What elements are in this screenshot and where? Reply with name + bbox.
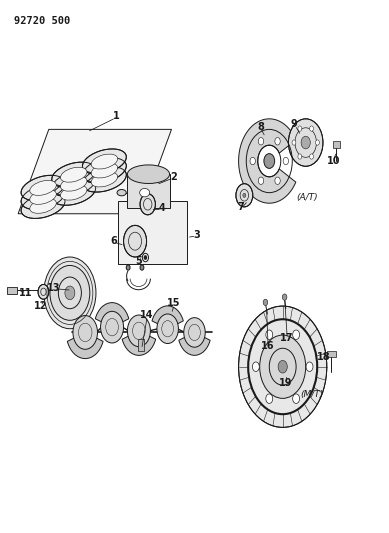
Circle shape [283, 157, 289, 165]
Text: 92720 500: 92720 500 [14, 16, 70, 26]
Circle shape [250, 157, 256, 165]
Text: 3: 3 [193, 230, 200, 240]
Text: 16: 16 [261, 341, 274, 351]
Ellipse shape [52, 171, 96, 196]
FancyBboxPatch shape [138, 340, 144, 351]
Circle shape [275, 138, 280, 145]
Ellipse shape [82, 149, 126, 174]
Circle shape [263, 299, 268, 305]
Text: 7: 7 [237, 203, 244, 213]
Circle shape [258, 138, 264, 145]
Wedge shape [95, 303, 129, 327]
Circle shape [124, 225, 147, 257]
Text: 19: 19 [279, 377, 293, 387]
Text: 6: 6 [110, 236, 117, 246]
Text: 10: 10 [326, 156, 340, 166]
Circle shape [298, 154, 302, 159]
Circle shape [73, 316, 98, 349]
Ellipse shape [30, 181, 56, 196]
Ellipse shape [21, 184, 65, 209]
Text: 15: 15 [166, 298, 180, 309]
Ellipse shape [60, 167, 87, 182]
Text: (A/T): (A/T) [296, 193, 318, 203]
Circle shape [275, 177, 280, 184]
Circle shape [292, 140, 296, 145]
Text: 12: 12 [33, 301, 47, 311]
Circle shape [258, 177, 264, 184]
Circle shape [238, 306, 327, 427]
Circle shape [243, 193, 246, 197]
Circle shape [315, 140, 319, 145]
Ellipse shape [140, 189, 150, 197]
Text: 1: 1 [112, 111, 119, 121]
FancyBboxPatch shape [333, 141, 340, 148]
Ellipse shape [30, 189, 56, 204]
Circle shape [65, 286, 75, 300]
Ellipse shape [52, 162, 96, 187]
Ellipse shape [30, 198, 56, 213]
Text: 17: 17 [280, 333, 293, 343]
Circle shape [44, 257, 96, 329]
Text: 5: 5 [135, 256, 142, 266]
Ellipse shape [82, 158, 126, 183]
Circle shape [289, 119, 323, 166]
Circle shape [282, 294, 287, 300]
Ellipse shape [21, 175, 65, 200]
Circle shape [58, 277, 81, 309]
Circle shape [127, 315, 151, 346]
Ellipse shape [52, 180, 96, 205]
Text: 18: 18 [317, 352, 331, 362]
Circle shape [144, 255, 147, 260]
Ellipse shape [91, 163, 117, 178]
Ellipse shape [117, 190, 126, 196]
FancyBboxPatch shape [118, 200, 187, 264]
Text: 13: 13 [47, 282, 60, 293]
Text: (M/T): (M/T) [300, 390, 323, 399]
Wedge shape [67, 333, 103, 359]
Ellipse shape [127, 165, 170, 183]
Text: 11: 11 [19, 288, 33, 298]
Text: 4: 4 [159, 204, 165, 214]
Ellipse shape [91, 172, 117, 187]
Text: 8: 8 [257, 122, 264, 132]
Circle shape [126, 265, 130, 270]
Circle shape [140, 193, 155, 215]
Circle shape [293, 394, 300, 403]
Circle shape [310, 126, 314, 131]
Text: 2: 2 [170, 172, 177, 182]
Ellipse shape [60, 185, 87, 200]
Circle shape [278, 360, 287, 373]
Wedge shape [122, 331, 156, 356]
FancyBboxPatch shape [127, 174, 170, 208]
FancyBboxPatch shape [327, 351, 336, 357]
Ellipse shape [91, 154, 117, 169]
Polygon shape [238, 119, 296, 203]
Circle shape [100, 311, 124, 343]
Circle shape [157, 314, 179, 343]
Text: 9: 9 [291, 119, 298, 129]
Ellipse shape [82, 167, 126, 192]
Circle shape [236, 184, 253, 207]
Circle shape [184, 318, 205, 347]
Circle shape [293, 330, 300, 340]
Circle shape [50, 265, 90, 320]
Wedge shape [152, 306, 183, 329]
Circle shape [310, 154, 314, 159]
Circle shape [140, 265, 144, 270]
Circle shape [266, 330, 273, 340]
Circle shape [306, 362, 313, 372]
FancyBboxPatch shape [7, 287, 18, 294]
Polygon shape [18, 130, 172, 214]
Circle shape [38, 285, 49, 299]
Circle shape [266, 394, 273, 403]
Wedge shape [179, 333, 210, 356]
Ellipse shape [21, 193, 65, 219]
Circle shape [298, 126, 302, 131]
Text: 14: 14 [140, 310, 153, 320]
Circle shape [260, 335, 306, 398]
Circle shape [301, 136, 310, 149]
Circle shape [252, 362, 259, 372]
Circle shape [264, 154, 275, 168]
Ellipse shape [60, 176, 87, 191]
